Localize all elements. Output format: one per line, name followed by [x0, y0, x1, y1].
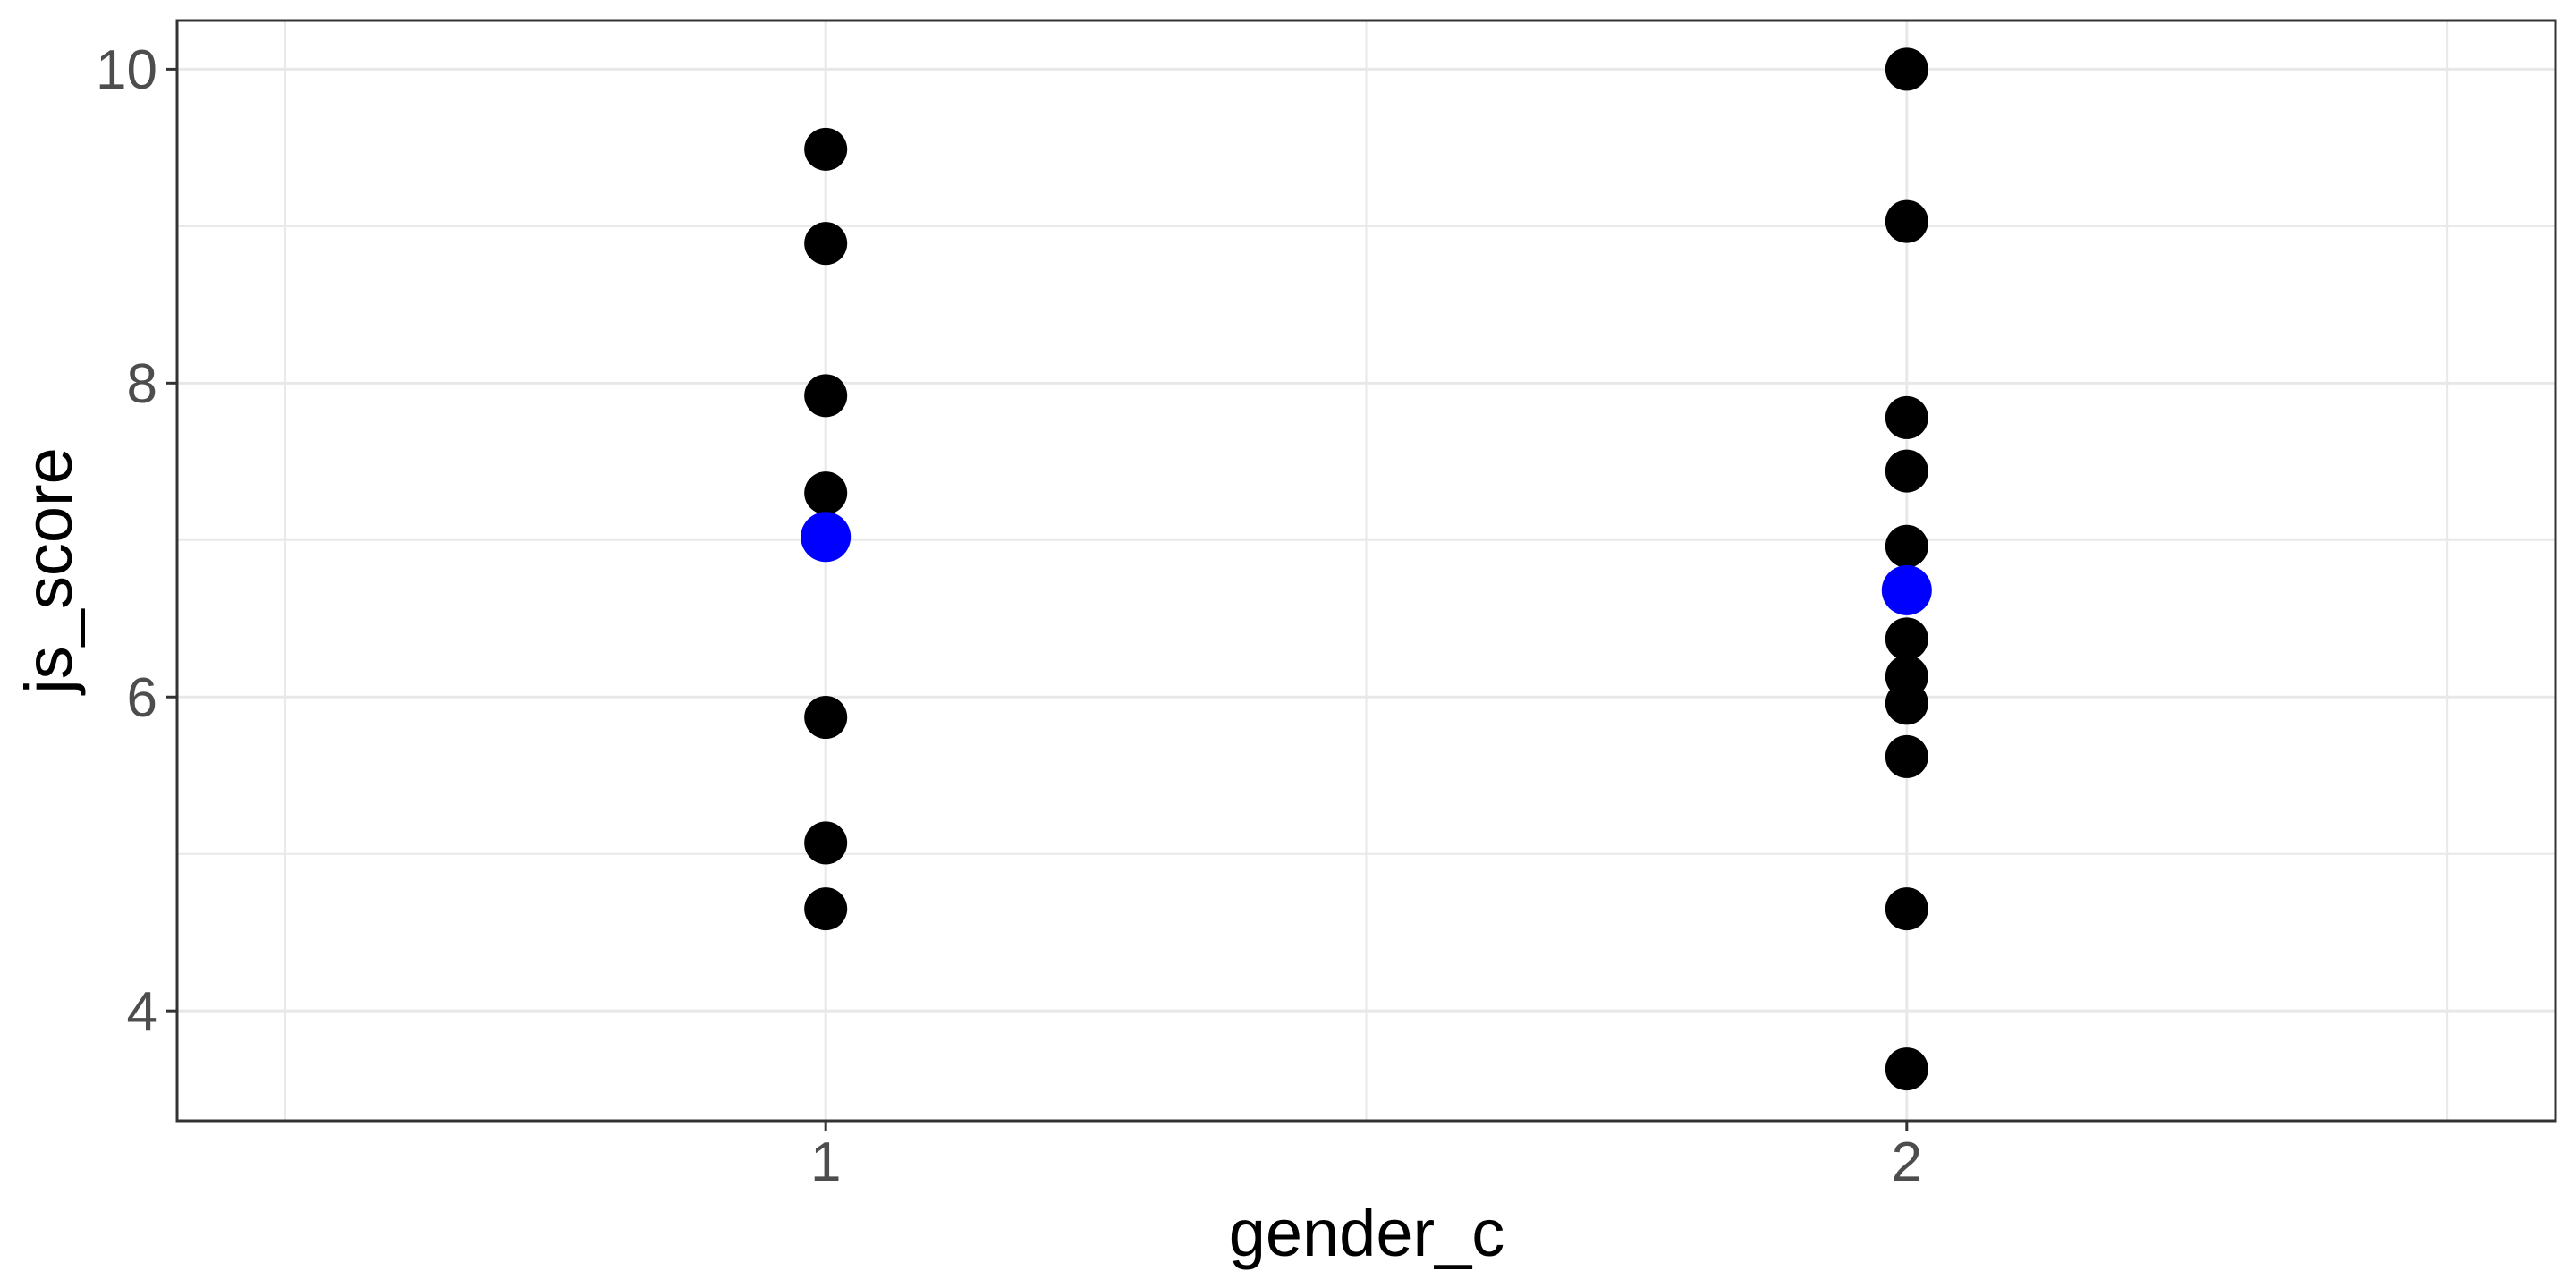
y-tick-label: 8	[127, 353, 157, 415]
data-point	[804, 127, 848, 171]
y-axis-title: js_score	[12, 447, 86, 696]
axis-ticks-layer: 10 8 6 4 1 2	[96, 39, 1922, 1193]
mean-point	[801, 512, 852, 563]
y-tick-label: 10	[96, 39, 157, 101]
data-point	[804, 696, 848, 740]
x-tick-label: 2	[1892, 1131, 1922, 1193]
data-point	[1885, 734, 1928, 778]
x-axis-title: gender_c	[1229, 1196, 1505, 1270]
data-point	[804, 471, 848, 515]
y-tick-label: 4	[127, 981, 157, 1043]
data-point	[1885, 617, 1928, 661]
data-point	[1885, 887, 1928, 931]
y-tick-label: 6	[127, 667, 157, 729]
panel-border	[175, 19, 2557, 1123]
x-tick-label: 1	[810, 1131, 841, 1193]
data-point	[1885, 682, 1928, 725]
data-points-layer	[804, 47, 1928, 1091]
panel-border-layer	[175, 19, 2557, 1123]
data-point	[1885, 1047, 1928, 1091]
data-point	[1885, 524, 1928, 568]
mean-points-layer	[801, 512, 1932, 615]
data-point	[804, 821, 848, 865]
mean-point	[1881, 564, 1932, 615]
data-point	[804, 374, 848, 418]
data-point	[1885, 199, 1928, 243]
data-point	[1885, 449, 1928, 493]
data-point	[1885, 47, 1928, 91]
data-point	[1885, 395, 1928, 439]
data-point	[804, 887, 848, 931]
data-point	[804, 222, 848, 266]
